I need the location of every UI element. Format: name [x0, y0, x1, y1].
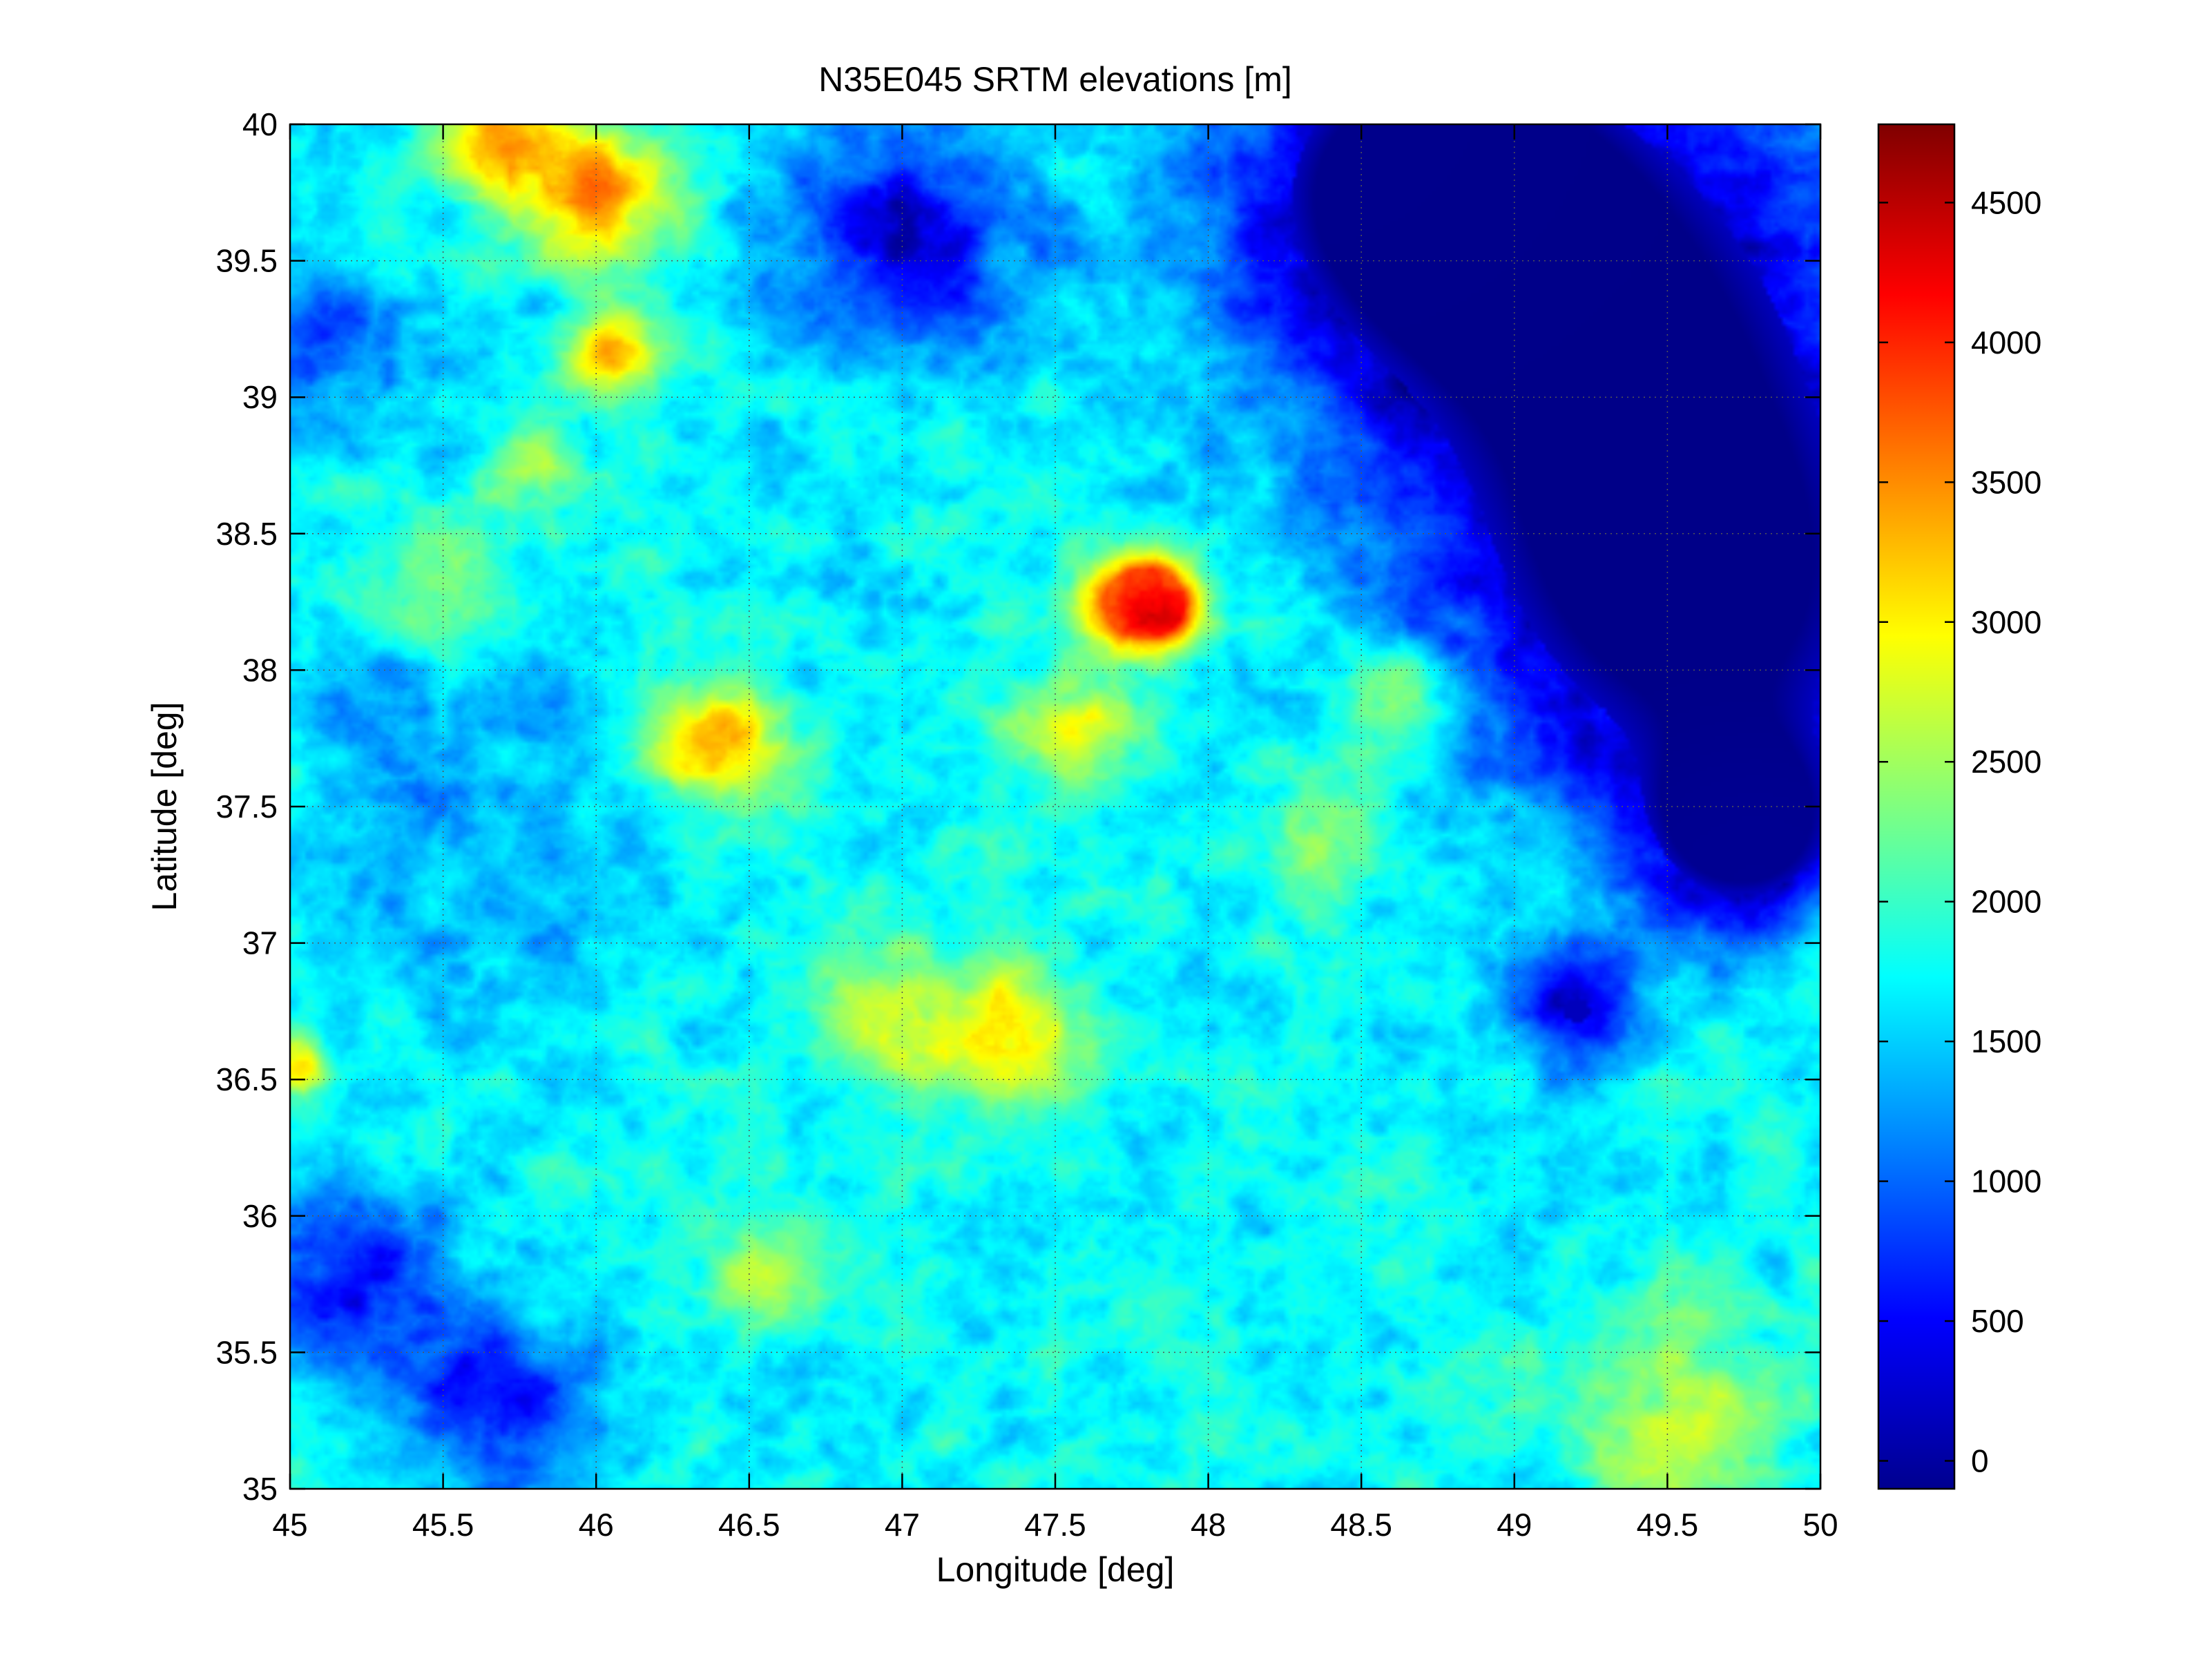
colorbar-tick-label: 0: [1971, 1443, 1989, 1479]
x-axis-label: Longitude [deg]: [936, 1550, 1175, 1589]
y-tick-label: 35: [242, 1471, 278, 1507]
y-axis-label: Latitude [deg]: [145, 702, 184, 911]
y-tick-label: 37.5: [215, 789, 278, 825]
grid-lines: [290, 124, 1820, 1489]
x-tick-label: 48: [1191, 1507, 1226, 1543]
y-axis: 35 35.5 36 36.5 37 37.5 38 38.5 39 39.5 40: [215, 106, 1820, 1507]
x-tick-label: 47: [885, 1507, 920, 1543]
x-tick-label: 45.5: [412, 1507, 474, 1543]
y-tick-label: 36: [242, 1198, 278, 1234]
colorbar-tick-label: 3000: [1971, 604, 2041, 640]
chart-title: N35E045 SRTM elevations [m]: [818, 60, 1292, 99]
x-tick-label: 50: [1802, 1507, 1838, 1543]
colorbar-tick-label: 2000: [1971, 884, 2041, 920]
colorbar-gradient: [1878, 124, 1954, 1489]
x-tick-label: 46.5: [718, 1507, 780, 1543]
colorbar-tick-label: 4500: [1971, 184, 2041, 220]
colorbar-tick-label: 3500: [1971, 464, 2041, 500]
colorbar-frame: [1877, 123, 1956, 1490]
colorbar-tick-label: 1500: [1971, 1023, 2041, 1059]
colorbar-ticks: 0 500 1000 1500 2000 2500 3000 3500 4000 4500: [1878, 184, 2041, 1479]
y-tick-label: 35.5: [215, 1334, 278, 1370]
y-tick-label: 39.5: [215, 243, 278, 279]
y-tick-label: 37: [242, 925, 278, 961]
colorbar-tick-label: 1000: [1971, 1164, 2041, 1199]
x-tick-label: 47.5: [1024, 1507, 1086, 1543]
colorbar-tick-label: 2500: [1971, 744, 2041, 780]
x-tick-label: 48.5: [1330, 1507, 1392, 1543]
x-tick-label: 49.5: [1637, 1507, 1699, 1543]
x-tick-label: 46: [579, 1507, 614, 1543]
y-tick-label: 40: [242, 106, 278, 142]
colorbar: 0 500 1000 1500 2000 2500 3000 3500 4000 4500: [1877, 123, 2041, 1490]
y-tick-label: 36.5: [215, 1061, 278, 1097]
x-axis: 45 45.5 46 46.5 47 47.5 48 48.5 49 49.5 50: [272, 124, 1838, 1543]
y-tick-label: 38.5: [215, 516, 278, 552]
x-tick-label: 45: [272, 1507, 307, 1543]
y-tick-label: 38: [242, 652, 278, 688]
colorbar-tick-label: 4000: [1971, 325, 2041, 360]
y-tick-label: 39: [242, 379, 278, 415]
colorbar-tick-label: 500: [1971, 1303, 2024, 1339]
x-tick-label: 49: [1497, 1507, 1532, 1543]
